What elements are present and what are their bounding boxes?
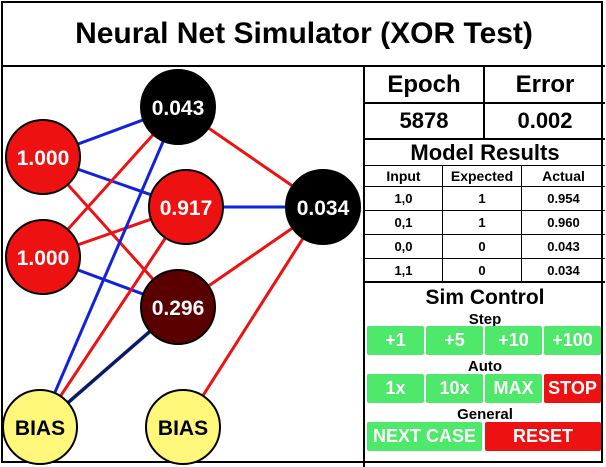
table-cell: 0,0 [365,235,443,259]
bias-node-2[interactable]: BIAS [145,389,221,465]
next-case-button[interactable]: NEXT CASE [367,422,482,451]
step-100-button[interactable]: +100 [544,326,601,355]
table-cell: 0.043 [522,235,605,259]
table-cell: 1 [443,211,522,235]
step-label: Step [468,310,502,328]
sim-control-title: Sim Control [425,286,545,309]
hidden-node-2[interactable]: 0.917 [148,169,224,245]
table-cell: 0,1 [365,211,443,235]
table-cell: 0 [443,235,522,259]
table-cell: 1,1 [365,259,443,283]
weight-line [181,206,325,428]
bias-node-1-label: BIAS [15,417,65,440]
table-cell: 0 [443,259,522,283]
weight-line [38,206,188,428]
auto-label: Auto [467,357,503,375]
side-panel: Epoch Error 5878 0.002 Model Results Inp… [365,67,605,465]
network-canvas: 1.000 1.000 0.043 0.917 0.296 0.034 BIAS [3,69,361,465]
bias-node-2-label: BIAS [158,417,208,440]
epoch-label: Epoch [365,67,485,104]
column-header-expected: Expected [443,165,522,187]
error-value: 0.002 [485,104,605,140]
weight-line [38,106,180,428]
hidden-node-3-value: 0.296 [152,297,205,320]
input-node-2-value: 1.000 [17,247,70,270]
column-header-input: Input [365,165,443,187]
table-cell: 0.954 [522,187,605,211]
reset-button[interactable]: RESET [485,422,601,451]
output-node-value: 0.034 [297,197,350,220]
hidden-node-2-value: 0.917 [160,197,213,220]
hidden-node-1[interactable]: 0.043 [140,69,216,145]
page-title: Neural Net Simulator (XOR Test) [3,3,605,67]
input-node-2[interactable]: 1.000 [5,219,81,295]
model-results-title: Model Results [410,139,560,165]
table-cell: 0.960 [522,211,605,235]
input-node-1-value: 1.000 [17,147,70,170]
column-header-actual: Actual [522,165,605,187]
table-cell: 1,0 [365,187,443,211]
epoch-value: 5878 [365,104,485,140]
weights [38,105,325,429]
hidden-node-3[interactable]: 0.296 [140,269,216,345]
step-10-button[interactable]: +10 [485,326,542,355]
stop-button[interactable]: STOP [544,374,601,403]
step-5-button[interactable]: +5 [426,326,483,355]
auto-max-button[interactable]: MAX [485,374,542,403]
general-label: General [457,405,513,423]
step-1-button[interactable]: +1 [367,326,424,355]
auto-10x-button[interactable]: 10x [426,374,483,403]
error-label: Error [485,67,605,104]
model-results-table: Input Expected Actual 1,0 1 0.954 0,1 1 … [365,165,605,283]
table-cell: 1 [443,187,522,211]
bias-node-1[interactable]: BIAS [3,389,78,465]
hidden-node-1-value: 0.043 [152,97,205,120]
input-node-1[interactable]: 1.000 [5,119,81,195]
output-node[interactable]: 0.034 [285,169,361,245]
panel-divider [363,67,365,467]
auto-1x-button[interactable]: 1x [367,374,424,403]
table-cell: 0.034 [522,259,605,283]
